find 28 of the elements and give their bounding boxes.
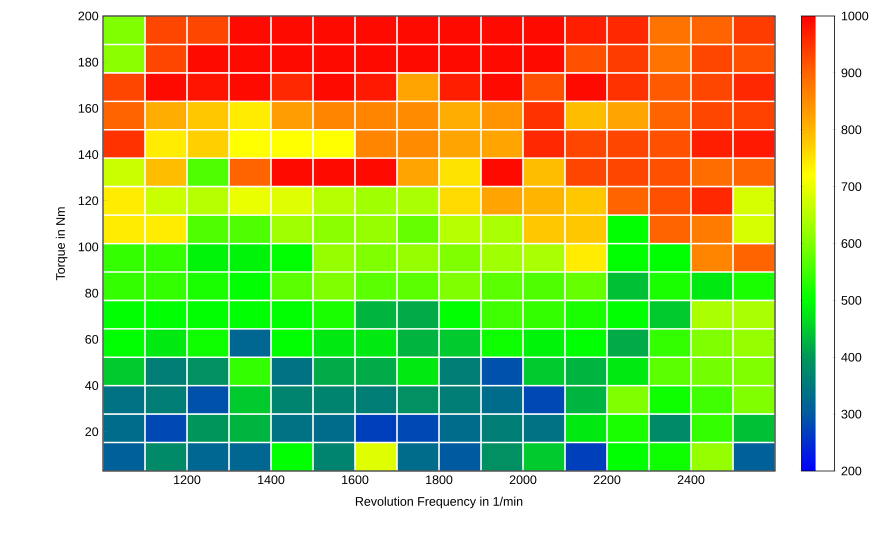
x-axis-title: Revolution Frequency in 1/min: [356, 496, 522, 508]
x-tick-label: 2000: [510, 475, 536, 484]
color-bar-label: 300: [841, 410, 862, 419]
y-axis-title: Torque in Nm: [56, 207, 68, 280]
color-bar-label: 800: [842, 125, 862, 134]
x-tick-label: 1400: [258, 475, 284, 484]
x-tick-label: 1200: [174, 475, 200, 484]
color-bar-label: 700: [842, 182, 862, 192]
y-tick-label: 160: [78, 104, 98, 113]
color-bar-label: 400: [841, 352, 862, 362]
y-tick-label: 100: [78, 242, 98, 252]
x-tick-label: 2200: [594, 475, 620, 484]
y-tick-label: 200: [78, 12, 98, 20]
color-bar-label: 900: [842, 68, 862, 78]
color-bar-label: 500: [841, 296, 862, 305]
y-tick-label: 180: [78, 58, 98, 67]
y-tick-label: 40: [85, 381, 98, 390]
y-tick-label: 20: [85, 427, 98, 436]
x-tick-label: 1800: [426, 475, 452, 484]
color-bar-label: 1000: [842, 12, 868, 20]
x-tick-label: 2400: [678, 475, 704, 484]
y-tick-label: 60: [85, 334, 98, 344]
color-bar-label: 600: [842, 239, 862, 248]
y-tick-label: 120: [78, 196, 98, 206]
y-tick-label: 80: [85, 288, 98, 298]
color-bar-label: 200: [842, 466, 862, 476]
x-tick-label: 1600: [342, 475, 368, 484]
y-tick-label: 140: [78, 150, 98, 159]
